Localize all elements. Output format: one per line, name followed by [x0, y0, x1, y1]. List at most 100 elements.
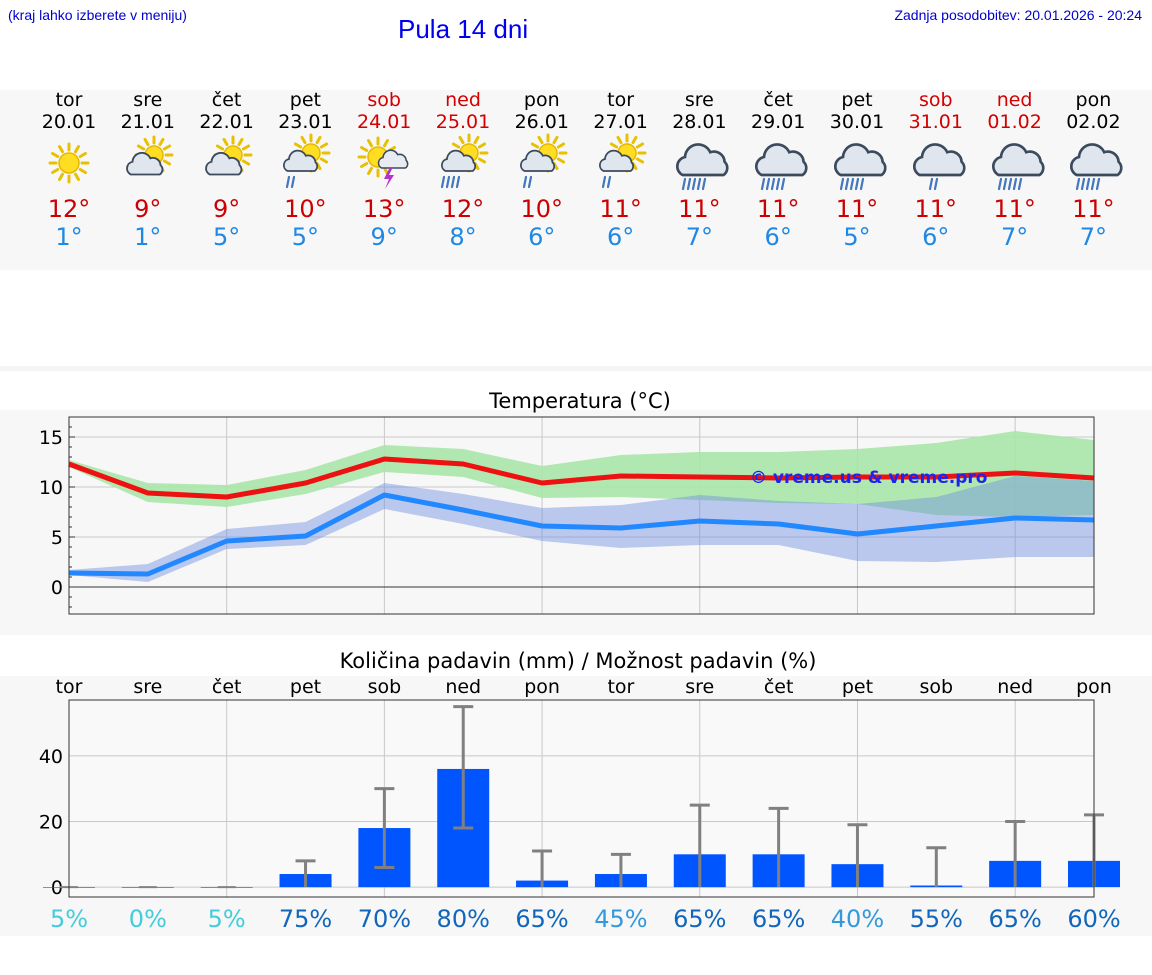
temp-min: 6°: [606, 223, 635, 251]
precipitation-probability: 5%: [50, 905, 88, 933]
temp-min: 5°: [291, 223, 320, 251]
y-tick-label: 0: [51, 577, 63, 599]
day-date: 29.01: [750, 111, 806, 133]
x-day-label: čet: [212, 676, 242, 698]
day-name: sob: [919, 89, 953, 111]
precipitation-probability: 60%: [1067, 905, 1120, 933]
x-day-label: ned: [997, 676, 1033, 698]
forecast-day: tor 20.01 12° 1°: [29, 89, 109, 251]
temp-max: 9°: [134, 195, 162, 223]
temp-max: 11°: [756, 195, 800, 223]
page-title: Pula 14 dni: [398, 14, 529, 44]
x-day-label: pon: [1076, 676, 1112, 698]
x-day-label: sob: [368, 676, 402, 698]
plot-frame: [68, 699, 1095, 898]
x-day-label: tor: [56, 676, 83, 698]
forecast-day: sob 31.01 11° 6°: [896, 89, 976, 251]
day-name: pet: [289, 89, 321, 111]
forecast-day: pet 30.01 11° 5°: [817, 89, 897, 251]
temp-max: 12°: [441, 195, 485, 223]
day-date: 20.01: [41, 111, 97, 133]
temp-min: 6°: [922, 223, 950, 251]
precipitation-probability: 75%: [279, 905, 332, 933]
x-day-label: čet: [764, 676, 794, 698]
day-name: tor: [607, 89, 635, 111]
sun-icon: [48, 142, 90, 184]
x-day-label: ned: [445, 676, 481, 698]
cloud-rain-icon: [834, 143, 887, 191]
y-tick-label: 40: [39, 746, 63, 768]
precipitation-probability: 70%: [358, 905, 411, 933]
forecast-day: ned 01.02 11° 7°: [975, 89, 1055, 251]
temp-max: 10°: [520, 195, 564, 223]
day-name: pon: [523, 89, 560, 111]
last-updated: Zadnja posodobitev: 20.01.2026 - 20:24: [894, 7, 1142, 23]
day-date: 27.01: [593, 111, 648, 133]
min-temperature-line: [68, 492, 1095, 577]
forecast-day: ned 25.01 12° 8°: [423, 89, 503, 251]
day-name: tor: [55, 89, 83, 111]
watermark: © vreme.us & vreme.pro: [750, 468, 987, 488]
cloud-rain-icon: [676, 143, 729, 191]
x-day-label: pon: [524, 676, 560, 698]
day-date: 02.02: [1066, 111, 1121, 133]
partly-cloudy-icon: [204, 135, 253, 176]
day-name: čet: [211, 89, 242, 111]
temp-max: 11°: [599, 195, 642, 223]
forecast-day: sre 28.01 11° 7°: [659, 89, 739, 251]
day-name: pon: [1075, 89, 1112, 111]
precipitation-probability: 65%: [673, 905, 726, 933]
precipitation-probability: 55%: [910, 905, 963, 933]
day-date: 22.01: [199, 111, 254, 133]
day-name: čet: [763, 89, 793, 111]
precipitation-chart: Količina padavin (mm) / Možnost padavin …: [39, 649, 1121, 933]
day-name: sob: [367, 89, 401, 111]
forecast-day: čet 22.01 9° 5°: [187, 89, 267, 251]
sun-cloud-rain-icon: [519, 133, 568, 189]
day-date: 24.01: [356, 111, 412, 133]
forecast-day: pet 23.01 10° 5°: [265, 89, 345, 251]
precipitation-probability: 40%: [831, 905, 884, 933]
day-date: 31.01: [908, 111, 963, 133]
x-day-label: tor: [607, 676, 634, 698]
forecast-band: [0, 90, 1152, 270]
y-tick-label: 0: [51, 877, 63, 899]
x-day-label: pet: [842, 676, 873, 698]
divider: [0, 366, 1152, 371]
forecast-day: sob 24.01 13° 9°: [344, 89, 424, 251]
temperature-chart: Temperatura (°C) 0 5 10 15 © vreme.us & vreme…: [39, 389, 1095, 615]
temp-max: 11°: [914, 195, 958, 223]
temp-min: 1°: [55, 223, 83, 251]
temp-min: 8°: [449, 223, 477, 251]
partly-cloudy-icon: [125, 135, 174, 176]
temp-max: 13°: [362, 195, 406, 223]
temp-min: 7°: [685, 223, 714, 251]
day-date: 26.01: [514, 111, 569, 133]
cloud-light-rain-icon: [912, 143, 966, 191]
temp-max: 10°: [284, 195, 327, 223]
temp-min: 9°: [370, 223, 398, 251]
sun-thunderstorm-icon: [357, 136, 409, 189]
temp-min: 6°: [528, 223, 556, 251]
y-tick-label: 15: [39, 427, 63, 449]
x-day-label: sre: [685, 676, 714, 698]
precipitation-chart-title: Količina padavin (mm) / Možnost padavin …: [340, 649, 817, 673]
y-tick-label: 10: [39, 477, 63, 499]
temp-max: 11°: [993, 195, 1036, 223]
forecast-day: pon 26.01 10° 6°: [502, 89, 582, 251]
sun-cloud-heavy-rain-icon: [440, 133, 489, 189]
day-date: 01.02: [987, 111, 1042, 133]
y-tick-label: 20: [39, 811, 63, 833]
temp-min: 7°: [1079, 223, 1108, 251]
temp-max: 11°: [678, 195, 721, 223]
x-day-label: pet: [290, 676, 321, 698]
plot-area: [69, 700, 1094, 897]
precipitation-probability: 65%: [752, 905, 805, 933]
temp-min: 6°: [764, 223, 792, 251]
day-name: ned: [996, 89, 1033, 111]
temp-max: 9°: [212, 195, 241, 223]
day-date: 21.01: [120, 111, 175, 133]
x-day-label: sob: [920, 676, 954, 698]
day-name: pet: [841, 89, 873, 111]
temp-min: 5°: [212, 223, 241, 251]
